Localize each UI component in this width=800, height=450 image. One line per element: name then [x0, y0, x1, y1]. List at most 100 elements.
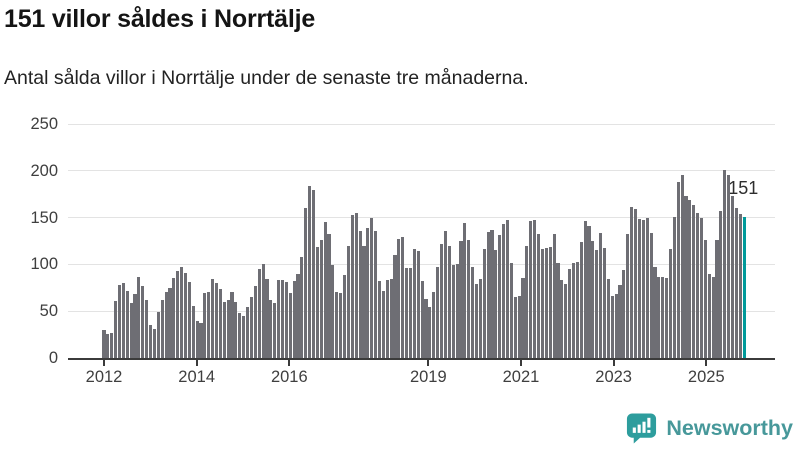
- bar: [331, 265, 335, 358]
- bar: [300, 256, 304, 358]
- bar: [358, 230, 362, 358]
- newsworthy-logo[interactable]: Newsworthy: [625, 412, 793, 445]
- bar: [106, 333, 110, 358]
- bar: [715, 240, 719, 358]
- bar: [277, 280, 281, 358]
- bar: [114, 300, 118, 358]
- bar: [385, 280, 389, 358]
- y-tick-label: 100: [30, 255, 58, 274]
- bar: [226, 299, 230, 358]
- bar: [304, 208, 308, 358]
- bar: [463, 223, 467, 358]
- bar: [610, 296, 614, 358]
- bar: [653, 267, 657, 358]
- bar: [323, 222, 327, 358]
- bar: [176, 270, 180, 358]
- bar-chart: 151 0 50 100 150 200 250 2012 2014 2016 2019 2021 2…: [30, 115, 775, 386]
- bar: [257, 269, 261, 358]
- bar: [377, 281, 382, 358]
- gridline-150: [68, 217, 775, 219]
- bar: [521, 277, 525, 358]
- bar: [486, 231, 490, 358]
- bar: [657, 276, 661, 358]
- bar: [428, 307, 432, 358]
- x-tick-mark: [427, 360, 430, 366]
- bar: [269, 299, 273, 358]
- bar: [265, 279, 269, 358]
- x-tick-mark: [519, 360, 522, 366]
- bar: [129, 302, 133, 358]
- bar: [711, 276, 715, 358]
- bar: [145, 299, 149, 358]
- bar: [688, 199, 692, 358]
- bar: [168, 287, 172, 358]
- bar: [397, 239, 401, 358]
- bar: [447, 245, 451, 358]
- bar: [443, 230, 447, 358]
- plot-area: 151: [68, 123, 775, 360]
- bar: [455, 264, 459, 358]
- bar: [471, 267, 475, 358]
- bar: [296, 273, 300, 358]
- bar: [187, 282, 191, 358]
- bar: [432, 292, 436, 358]
- bar: [164, 292, 168, 358]
- bar: [672, 216, 676, 358]
- bar: [595, 250, 599, 358]
- bar: [727, 174, 731, 358]
- bar: [211, 279, 215, 358]
- bar: [703, 240, 707, 358]
- y-tick-label: 150: [30, 208, 58, 227]
- bar: [637, 219, 641, 358]
- bar: [125, 290, 129, 358]
- bar: [389, 279, 393, 358]
- bar: [199, 323, 203, 358]
- bar: [684, 196, 688, 358]
- x-tick-label: 2012: [85, 368, 123, 386]
- bar: [311, 189, 316, 358]
- x-tick-label: 2019: [409, 368, 447, 386]
- bar: [374, 230, 378, 358]
- bar: [152, 328, 156, 358]
- bar: [645, 217, 649, 358]
- bar: [459, 241, 463, 358]
- bar: [319, 240, 323, 358]
- bar: [315, 246, 319, 358]
- bar: [540, 249, 544, 358]
- bar: [513, 297, 517, 358]
- bar: [401, 237, 405, 358]
- bar: [249, 297, 253, 358]
- bar: [564, 284, 568, 358]
- bar: [517, 296, 521, 358]
- newsworthy-icon: [627, 413, 657, 444]
- bar: [335, 292, 339, 358]
- bar: [261, 264, 265, 358]
- bar: [505, 220, 510, 358]
- bar: [494, 250, 498, 358]
- bar: [634, 209, 638, 358]
- bar: [537, 234, 541, 358]
- bar: [141, 285, 145, 358]
- bar: [346, 245, 350, 358]
- bar: [583, 221, 587, 358]
- bar: [203, 293, 207, 358]
- bar: [676, 182, 680, 358]
- bar: [579, 241, 583, 358]
- bar: [218, 288, 222, 358]
- bar: [692, 205, 696, 358]
- bar: [630, 207, 634, 358]
- bar: [156, 312, 160, 358]
- bar: [350, 214, 354, 358]
- x-tick-label: 2016: [270, 368, 308, 386]
- x-tick-mark: [195, 360, 198, 366]
- gridline-250: [68, 123, 775, 125]
- bar: [195, 320, 199, 358]
- bar: [451, 265, 455, 358]
- x-tick-label: 2014: [178, 368, 216, 386]
- bar: [661, 276, 665, 358]
- bar: [614, 294, 618, 358]
- x-tick-mark: [705, 360, 708, 366]
- bar: [183, 272, 188, 358]
- bar: [571, 263, 576, 358]
